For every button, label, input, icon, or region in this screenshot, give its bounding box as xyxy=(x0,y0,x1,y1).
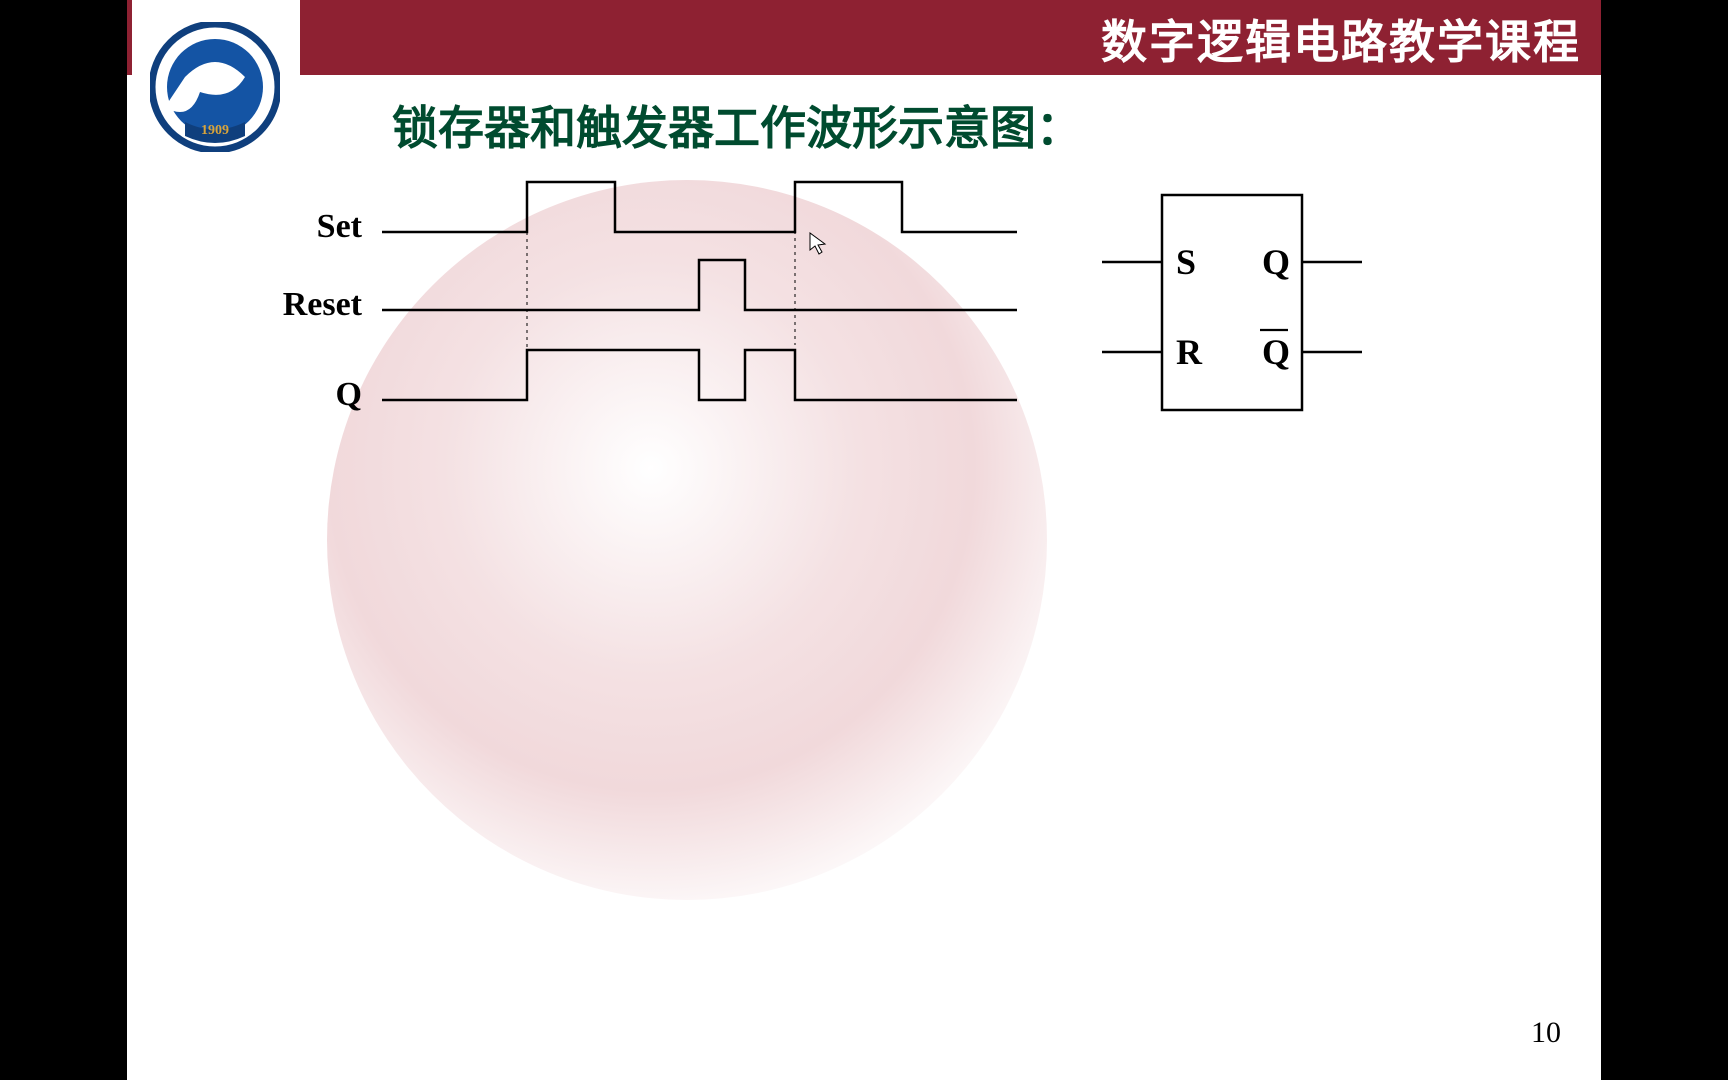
layout-button[interactable]: ▦ xyxy=(275,1042,307,1074)
diagram-canvas: S R Q Q xyxy=(127,0,1601,900)
player-toolbar: ‹ › ✎ ▦ ⌕ ⋯ xyxy=(127,1036,399,1080)
page-number: 10 xyxy=(1531,1016,1561,1050)
next-button[interactable]: › xyxy=(183,1042,215,1074)
pen-button[interactable]: ✎ xyxy=(229,1042,261,1074)
svg-text:S: S xyxy=(1176,242,1196,282)
more-button[interactable]: ⋯ xyxy=(367,1042,399,1074)
svg-text:Q: Q xyxy=(1262,332,1290,372)
svg-text:R: R xyxy=(1176,332,1203,372)
zoom-button[interactable]: ⌕ xyxy=(321,1042,353,1074)
slide-stage: 1909 数字逻辑电路教学课程 锁存器和触发器工作波形示意图： Set Rese… xyxy=(127,0,1601,1080)
prev-button[interactable]: ‹ xyxy=(137,1042,169,1074)
svg-text:Q: Q xyxy=(1262,242,1290,282)
